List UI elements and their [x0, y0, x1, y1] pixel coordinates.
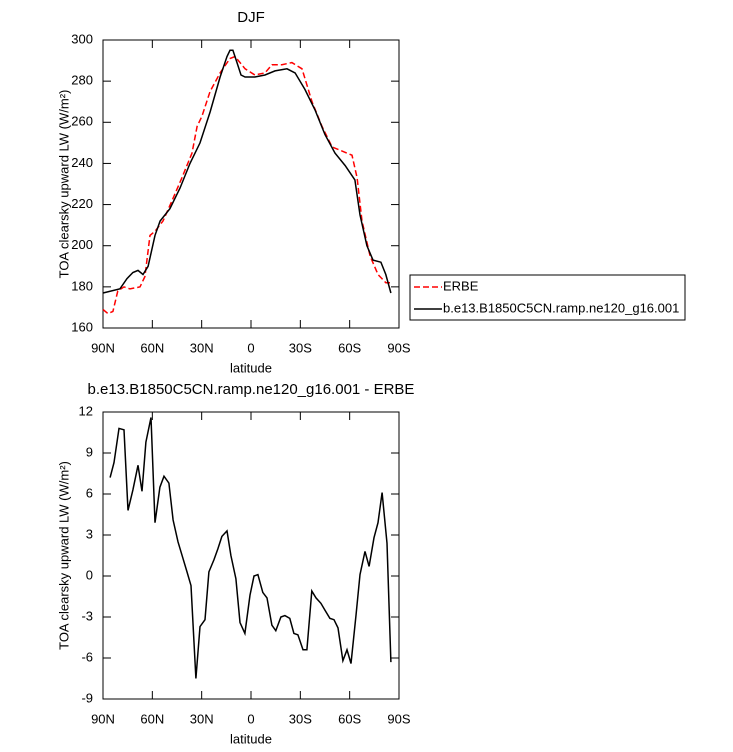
y-tick-label: 6: [86, 485, 93, 500]
y-tick-label: -3: [81, 608, 93, 623]
x-tick-label: 60S: [338, 711, 361, 726]
x-tick-label: 30N: [190, 711, 214, 726]
y-tick-label: 9: [86, 444, 93, 459]
plot-frame: [102, 411, 400, 700]
y-tick-label: 280: [71, 73, 93, 88]
x-tick-label: 90N: [91, 711, 115, 726]
y-tick-label: 0: [86, 567, 93, 582]
y-tick-label: 180: [71, 278, 93, 293]
x-tick-label: 60N: [140, 340, 164, 355]
chart-title: DJF: [237, 9, 265, 26]
y-tick-label: 160: [71, 319, 93, 334]
y-tick-label: -6: [81, 649, 93, 664]
chart-title: b.e13.B1850C5CN.ramp.ne120_g16.001 - ERB…: [88, 381, 415, 398]
x-tick-label: 60S: [338, 340, 361, 355]
legend-label: b.e13.B1850C5CN.ramp.ne120_g16.001: [443, 300, 679, 315]
x-axis-label: latitude: [230, 731, 272, 746]
y-tick-label: -9: [81, 690, 93, 705]
series-line: [102, 49, 392, 294]
series-line: [109, 417, 392, 679]
y-axis-label: TOA clearsky upward LW (W/m²): [56, 90, 71, 279]
legend-box: [409, 274, 686, 321]
x-tick-label: 60N: [140, 711, 164, 726]
y-tick-label: 12: [79, 403, 93, 418]
y-tick-label: 220: [71, 196, 93, 211]
x-tick-label: 30N: [190, 340, 214, 355]
x-axis-label: latitude: [230, 360, 272, 375]
x-tick-label: 90S: [387, 340, 410, 355]
x-tick-label: 0: [247, 340, 254, 355]
x-tick-label: 30S: [289, 711, 312, 726]
y-tick-label: 240: [71, 155, 93, 170]
x-tick-label: 90S: [387, 711, 410, 726]
y-tick-label: 200: [71, 237, 93, 252]
x-tick-label: 0: [247, 711, 254, 726]
plot-frame: [102, 39, 400, 329]
x-tick-label: 90N: [91, 340, 115, 355]
y-axis-label: TOA clearsky upward LW (W/m²): [56, 461, 71, 650]
x-tick-label: 30S: [289, 340, 312, 355]
y-tick-label: 3: [86, 526, 93, 541]
y-tick-label: 260: [71, 114, 93, 129]
y-tick-label: 300: [71, 31, 93, 46]
legend-label: ERBE: [443, 278, 479, 293]
series-line: [102, 55, 390, 315]
